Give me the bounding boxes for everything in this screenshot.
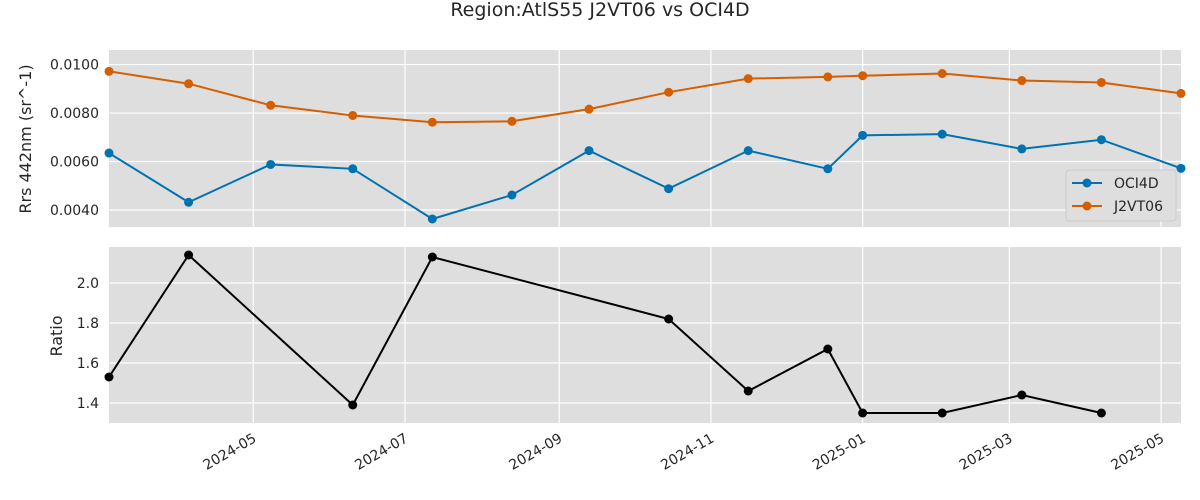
bottom-series — [104, 250, 1106, 418]
legend-marker-j2vt06 — [1082, 201, 1092, 211]
bottom-data-point — [858, 408, 868, 418]
legend-marker-oci4d — [1082, 178, 1092, 188]
top-data-point — [184, 197, 194, 207]
x-tick-label: 2024-09 — [507, 431, 566, 474]
top-data-point — [937, 69, 947, 79]
bottom-data-point — [348, 400, 358, 410]
top-data-point — [937, 129, 947, 139]
x-tick-labels: 2024-05 2024-07 2024-09 2024-11 2025-01 2025-… — [201, 431, 1168, 474]
top-data-point — [427, 214, 437, 224]
x-tick-label: 2025-03 — [957, 431, 1016, 474]
top-data-point — [184, 79, 194, 89]
top-data-point — [743, 146, 753, 156]
top-data-point — [427, 117, 437, 127]
legend-label-oci4d: OCI4D — [1114, 176, 1159, 192]
bottom-data-point — [427, 252, 437, 262]
top-data-point — [584, 104, 594, 114]
x-tick-label: 2025-01 — [810, 431, 869, 474]
top-data-point — [584, 146, 594, 156]
bottom-gridlines — [109, 247, 1181, 423]
top-data-point — [1096, 135, 1106, 145]
x-tick-label: 2024-05 — [201, 431, 260, 474]
top-data-point — [1096, 77, 1106, 87]
bottom-data-point — [743, 386, 753, 396]
top-data-point — [266, 159, 276, 169]
top-series-j2vt06 — [104, 66, 1186, 127]
bottom-panel: 1.4 1.6 1.8 2.0 Ratio — [47, 247, 1181, 423]
legend-label-j2vt06: J2VT06 — [1113, 199, 1163, 215]
x-tick-label: 2024-11 — [658, 431, 717, 474]
top-data-point — [1017, 144, 1027, 154]
top-y-tick-labels: 0.0040 0.0060 0.0080 0.0100 — [50, 58, 99, 219]
top-y-tick-label: 0.0080 — [50, 106, 99, 122]
top-series — [104, 66, 1186, 224]
bottom-data-point — [823, 344, 833, 354]
x-tick-label: 2024-07 — [352, 431, 411, 474]
bottom-y-tick-label: 2.0 — [77, 276, 99, 292]
bottom-y-tick-label: 1.6 — [77, 356, 99, 372]
bottom-data-point — [104, 372, 114, 382]
top-series-oci4d — [104, 129, 1186, 224]
top-y-tick-label: 0.0040 — [50, 203, 99, 219]
bottom-y-tick-label: 1.4 — [77, 396, 99, 412]
top-y-axis-label: Rrs 442nm (sr^-1) — [16, 64, 35, 213]
top-data-point — [348, 110, 358, 120]
top-data-point — [104, 148, 114, 158]
top-data-point — [823, 72, 833, 82]
top-data-point — [104, 66, 114, 76]
top-data-point — [1017, 76, 1027, 86]
bottom-data-point — [664, 314, 674, 324]
x-tick-label: 2025-05 — [1108, 431, 1167, 474]
top-data-point — [507, 116, 517, 126]
top-data-point — [1176, 88, 1186, 98]
bottom-y-axis-label: Ratio — [47, 315, 66, 356]
legend: OCI4D J2VT06 — [1065, 169, 1177, 222]
bottom-data-point — [184, 250, 194, 260]
top-data-point — [664, 87, 674, 97]
chart-title: Region:AtlS55 J2VT06 vs OCI4D — [450, 0, 749, 21]
top-panel: 0.0040 0.0060 0.0080 0.0100 Rrs 442nm (sr^-… — [16, 50, 1186, 227]
bottom-data-point — [1096, 408, 1106, 418]
top-data-point — [1176, 163, 1186, 173]
top-data-point — [507, 190, 517, 200]
top-data-point — [858, 130, 868, 140]
top-y-tick-label: 0.0100 — [50, 58, 99, 74]
top-data-point — [858, 71, 868, 81]
bottom-data-point — [1017, 390, 1027, 400]
top-y-tick-label: 0.0060 — [50, 155, 99, 171]
top-data-point — [664, 184, 674, 194]
top-data-point — [348, 164, 358, 174]
top-data-point — [266, 100, 276, 110]
bottom-y-tick-label: 1.8 — [77, 316, 99, 332]
bottom-plot-area — [109, 247, 1181, 423]
bottom-y-tick-labels: 1.4 1.6 1.8 2.0 — [77, 276, 99, 412]
bottom-data-point — [937, 408, 947, 418]
top-data-point — [743, 74, 753, 84]
top-gridlines — [109, 50, 1181, 227]
bottom-series-ratio — [104, 250, 1106, 418]
top-data-point — [823, 164, 833, 174]
